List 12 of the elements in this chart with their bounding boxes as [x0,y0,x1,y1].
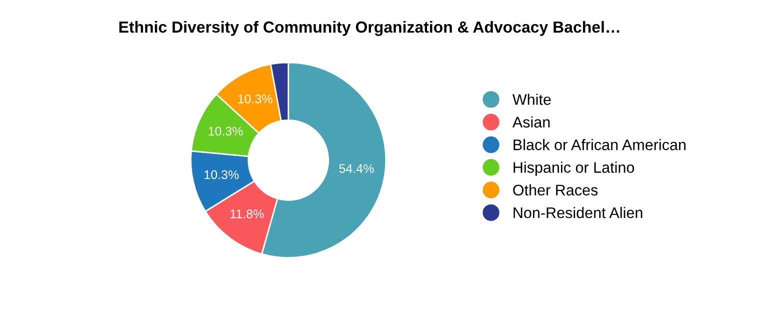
data-label: 10.3% [204,170,239,180]
legend-label: White [512,94,551,105]
chart-title: Ethnic Diversity of Community Organization & Advocacy Bachel… [119,20,620,36]
legend-label: Asian [512,116,550,128]
legend-label: Hispanic or Latino [514,162,634,176]
legend-label: Black or African American [514,139,686,150]
legend-label: Other Races [513,184,598,196]
data-label: 10.3% [238,94,272,104]
data-label: 54.4% [339,164,374,173]
legend-label: Non-Resident Alien [514,206,642,218]
data-label: 11.8% [230,210,264,218]
data-label: 10.3% [208,126,243,136]
